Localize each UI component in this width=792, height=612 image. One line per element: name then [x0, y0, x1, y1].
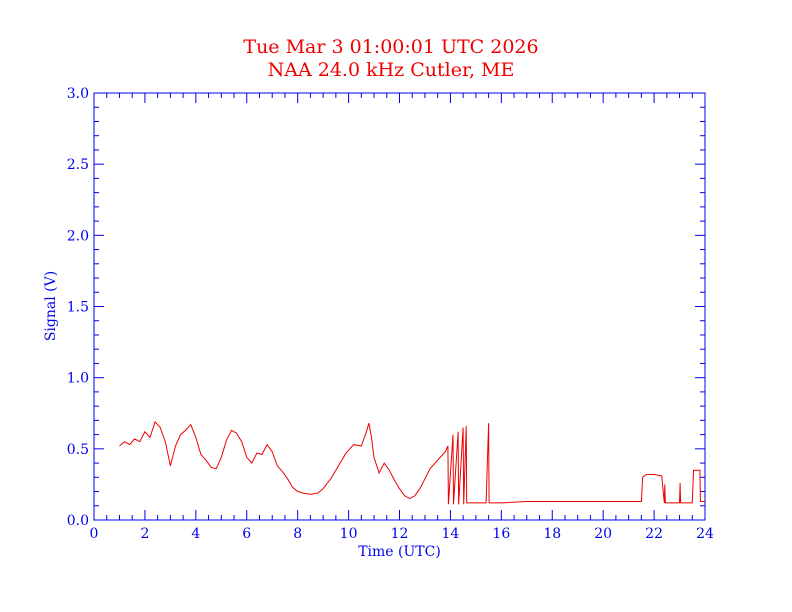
x-tick-label: 18 [543, 526, 561, 542]
x-tick-label: 20 [594, 526, 612, 542]
x-tick-label: 2 [140, 526, 149, 542]
y-tick-label: 0.0 [67, 513, 89, 529]
series-line [119, 420, 705, 505]
x-tick-label: 16 [492, 526, 510, 542]
x-tick-label: 24 [696, 526, 714, 542]
chart-subtitle: NAA 24.0 kHz Cutler, ME [268, 59, 515, 81]
x-tick-label: 8 [293, 526, 302, 542]
axis-ticks [93, 92, 706, 521]
y-axis-label: Signal (V) [43, 271, 59, 341]
x-tick-label: 22 [645, 526, 663, 542]
x-tick-label: 10 [340, 526, 358, 542]
x-axis-label: Time (UTC) [358, 544, 441, 560]
y-tick-label: 2.0 [67, 228, 89, 244]
x-tick-label: 12 [391, 526, 409, 542]
x-tick-label: 0 [90, 526, 99, 542]
y-tick-label: 1.5 [67, 300, 89, 316]
x-tick-label: 14 [442, 526, 460, 542]
y-tick-label: 2.5 [67, 157, 89, 173]
y-tick-label: 3.0 [67, 86, 89, 102]
chart-title: Tue Mar 3 01:00:01 UTC 2026 [243, 36, 538, 58]
y-tick-label: 0.5 [67, 442, 89, 458]
x-tick-label: 4 [191, 526, 200, 542]
x-tick-label: 6 [242, 526, 251, 542]
tick-labels: 0 2 4 6 8 10 12 14 16 18 20 22 240.00.51.01.52.02.53… [67, 86, 714, 542]
plot-frame [93, 92, 706, 521]
y-tick-label: 1.0 [67, 371, 89, 387]
